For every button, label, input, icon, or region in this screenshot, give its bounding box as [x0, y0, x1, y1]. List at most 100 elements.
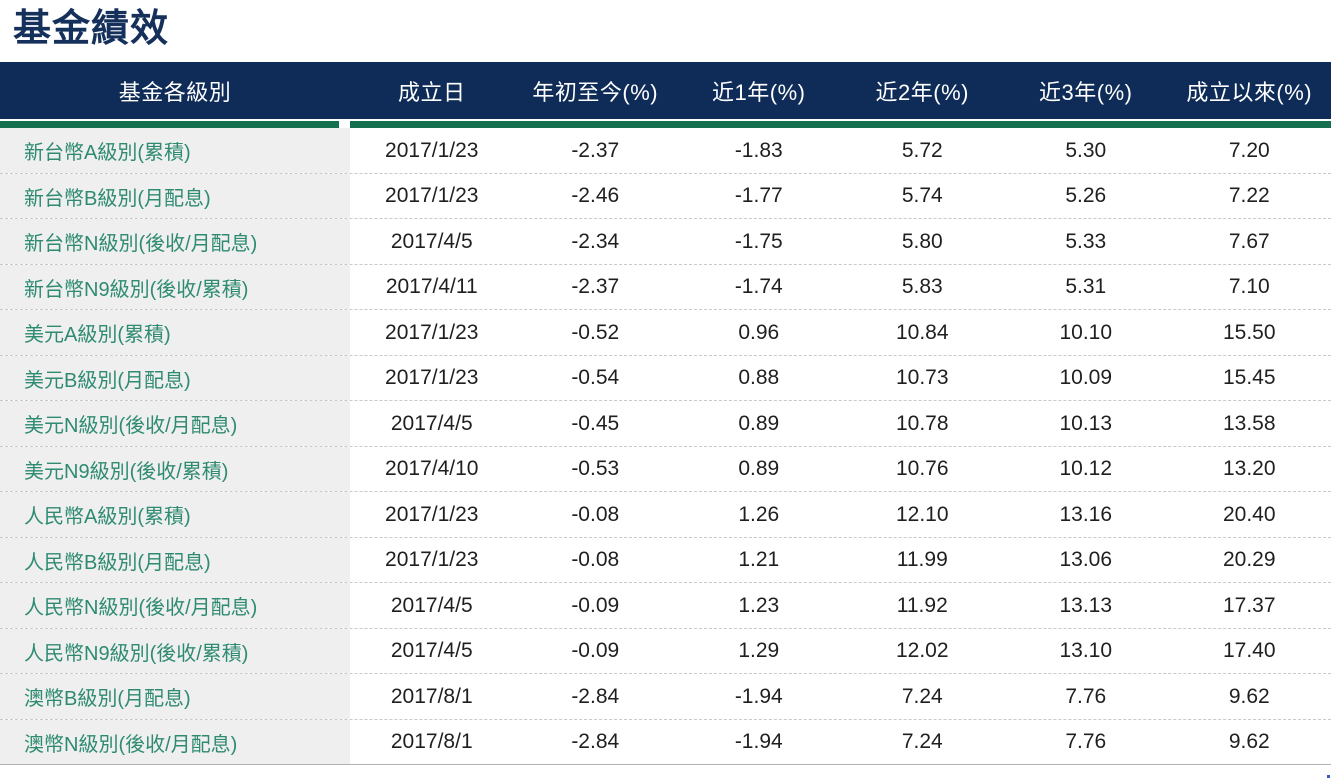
table-row: 人民幣N9級別(後收/累積) 2017/4/5 -0.09 1.29 12.02 13.1…: [0, 628, 1331, 675]
table-header-row: 基金各級別 成立日 年初至今(%) 近1年(%) 近2年(%) 近3年(%) 成…: [0, 62, 1331, 120]
inception-date-cell: 2017/1/23: [385, 138, 479, 162]
since-inception-cell: 7.22: [1228, 184, 1270, 208]
page-title: 基金績效: [13, 8, 170, 50]
table-row: 新台幣N級別(後收/月配息) 2017/4/5 -2.34 -1.75 5.80 5.33…: [0, 219, 1331, 265]
three-year-cell: 13.06: [1059, 548, 1113, 572]
inception-date-cell: 2017/8/1: [390, 730, 473, 754]
since-inception-cell: 20.40: [1222, 502, 1276, 526]
since-inception-cell: 15.50: [1222, 320, 1276, 344]
inception-date-cell: 2017/1/23: [385, 366, 479, 390]
inception-date-cell: 2017/4/5: [390, 411, 473, 435]
inception-date-cell: 2017/4/5: [390, 639, 473, 663]
since-inception-cell: 17.40: [1222, 639, 1276, 663]
fund-class-cell: 美元N9級別(後收/累積): [0, 446, 350, 492]
since-inception-cell: 15.45: [1222, 366, 1276, 390]
one-year-cell: -1.94: [734, 684, 783, 708]
inception-date-cell: 2017/1/23: [385, 184, 479, 208]
two-year-cell: 7.24: [901, 730, 943, 754]
page-artifact-dot: [1327, 775, 1330, 778]
ytd-cell: -0.54: [571, 366, 620, 390]
three-year-cell: 7.76: [1065, 730, 1107, 754]
two-year-cell: 5.72: [901, 138, 943, 162]
fund-class-cell: 美元B級別(月配息): [0, 355, 350, 401]
two-year-cell: 10.78: [895, 411, 949, 435]
ytd-cell: -2.37: [571, 138, 620, 162]
since-inception-cell: 9.62: [1228, 730, 1270, 754]
table-row: 美元B級別(月配息) 2017/1/23 -0.54 0.88 10.73 10.09 15…: [0, 355, 1331, 402]
one-year-cell: -1.83: [734, 138, 783, 162]
two-year-cell: 5.74: [901, 184, 943, 208]
inception-date-cell: 2017/8/1: [390, 684, 473, 708]
fund-class-cell: 澳幣B級別(月配息): [0, 674, 350, 719]
two-year-cell: 5.83: [901, 275, 943, 299]
one-year-cell: 1.23: [738, 593, 780, 617]
three-year-cell: 10.10: [1059, 320, 1113, 344]
ytd-cell: -0.08: [571, 548, 620, 572]
one-year-cell: 0.96: [738, 320, 780, 344]
header-cell-fund-class: 基金各級別: [118, 79, 232, 105]
table-row: 新台幣B級別(月配息) 2017/1/23 -2.46 -1.77 5.74 5.26 7.…: [0, 173, 1331, 220]
one-year-cell: -1.75: [734, 229, 783, 253]
fund-class-cell: 人民幣B級別(月配息): [0, 537, 350, 583]
three-year-cell: 10.13: [1059, 411, 1113, 435]
ytd-cell: -0.45: [571, 411, 620, 435]
one-year-cell: -1.74: [734, 275, 783, 299]
table-row: 澳幣B級別(月配息) 2017/8/1 -2.84 -1.94 7.24 7.76 9.62: [0, 674, 1331, 720]
one-year-cell: 0.89: [738, 457, 780, 481]
ytd-cell: -2.84: [571, 730, 620, 754]
table-row: 人民幣A級別(累積) 2017/1/23 -0.08 1.26 12.10 13.16 20…: [0, 492, 1331, 538]
one-year-cell: 0.88: [738, 366, 780, 390]
three-year-cell: 7.76: [1065, 684, 1107, 708]
fund-class-cell: 澳幣N級別(後收/月配息): [0, 719, 350, 765]
two-year-cell: 10.84: [895, 320, 949, 344]
ytd-cell: -0.52: [571, 320, 620, 344]
since-inception-cell: 13.58: [1222, 411, 1276, 435]
table-row: 人民幣N級別(後收/月配息) 2017/4/5 -0.09 1.23 11.92 13.1…: [0, 583, 1331, 629]
three-year-cell: 13.16: [1059, 502, 1113, 526]
table-row: 新台幣N9級別(後收/累積) 2017/4/11 -2.37 -1.74 5.83 5.3…: [0, 264, 1331, 311]
green-divider-left-segment: [0, 121, 339, 129]
since-inception-cell: 9.62: [1228, 684, 1270, 708]
fund-class-cell: 美元A級別(累積): [0, 310, 350, 355]
ytd-cell: -2.46: [571, 184, 620, 208]
since-inception-cell: 7.67: [1228, 229, 1270, 253]
two-year-cell: 12.10: [895, 502, 949, 526]
ytd-cell: -0.53: [571, 457, 620, 481]
since-inception-cell: 13.20: [1222, 457, 1276, 481]
table-row: 人民幣B級別(月配息) 2017/1/23 -0.08 1.21 11.99 13.06 2…: [0, 537, 1331, 584]
three-year-cell: 10.12: [1059, 457, 1113, 481]
fund-class-cell: 人民幣N9級別(後收/累積): [0, 628, 350, 674]
header-cell-two-year: 近2年(%): [875, 79, 969, 105]
three-year-cell: 13.13: [1059, 593, 1113, 617]
two-year-cell: 5.80: [901, 229, 943, 253]
since-inception-cell: 20.29: [1222, 548, 1276, 572]
three-year-cell: 5.33: [1065, 229, 1107, 253]
table-row: 美元N級別(後收/月配息) 2017/4/5 -0.45 0.89 10.78 10.13…: [0, 401, 1331, 447]
three-year-cell: 5.31: [1065, 275, 1107, 299]
fund-class-cell: 新台幣N級別(後收/月配息): [0, 219, 350, 264]
header-cell-inception-date: 成立日: [397, 79, 466, 105]
one-year-cell: -1.94: [734, 730, 783, 754]
one-year-cell: 1.29: [738, 639, 780, 663]
one-year-cell: -1.77: [734, 184, 783, 208]
since-inception-cell: 17.37: [1222, 593, 1276, 617]
three-year-cell: 10.09: [1059, 366, 1113, 390]
green-divider-right-segment: [350, 121, 1331, 129]
table-row: 新台幣A級別(累積) 2017/1/23 -2.37 -1.83 5.72 5.30 7.2…: [0, 128, 1331, 174]
inception-date-cell: 2017/1/23: [385, 502, 479, 526]
two-year-cell: 11.99: [896, 548, 948, 572]
ytd-cell: -0.09: [571, 593, 620, 617]
fund-class-cell: 美元N級別(後收/月配息): [0, 401, 350, 446]
inception-date-cell: 2017/4/5: [390, 229, 473, 253]
two-year-cell: 11.92: [896, 593, 948, 617]
fund-performance-table: 基金各級別 成立日 年初至今(%) 近1年(%) 近2年(%) 近3年(%) 成…: [0, 62, 1331, 766]
table-row: 澳幣N級別(後收/月配息) 2017/8/1 -2.84 -1.94 7.24 7.76 9…: [0, 719, 1331, 766]
header-cell-since-inception: 成立以來(%): [1186, 79, 1313, 105]
one-year-cell: 1.26: [738, 502, 780, 526]
header-cell-one-year: 近1年(%): [712, 79, 806, 105]
three-year-cell: 5.26: [1065, 184, 1107, 208]
inception-date-cell: 2017/4/5: [390, 593, 473, 617]
ytd-cell: -2.84: [571, 684, 620, 708]
three-year-cell: 13.10: [1059, 639, 1113, 663]
fund-class-cell: 新台幣N9級別(後收/累積): [0, 264, 350, 310]
